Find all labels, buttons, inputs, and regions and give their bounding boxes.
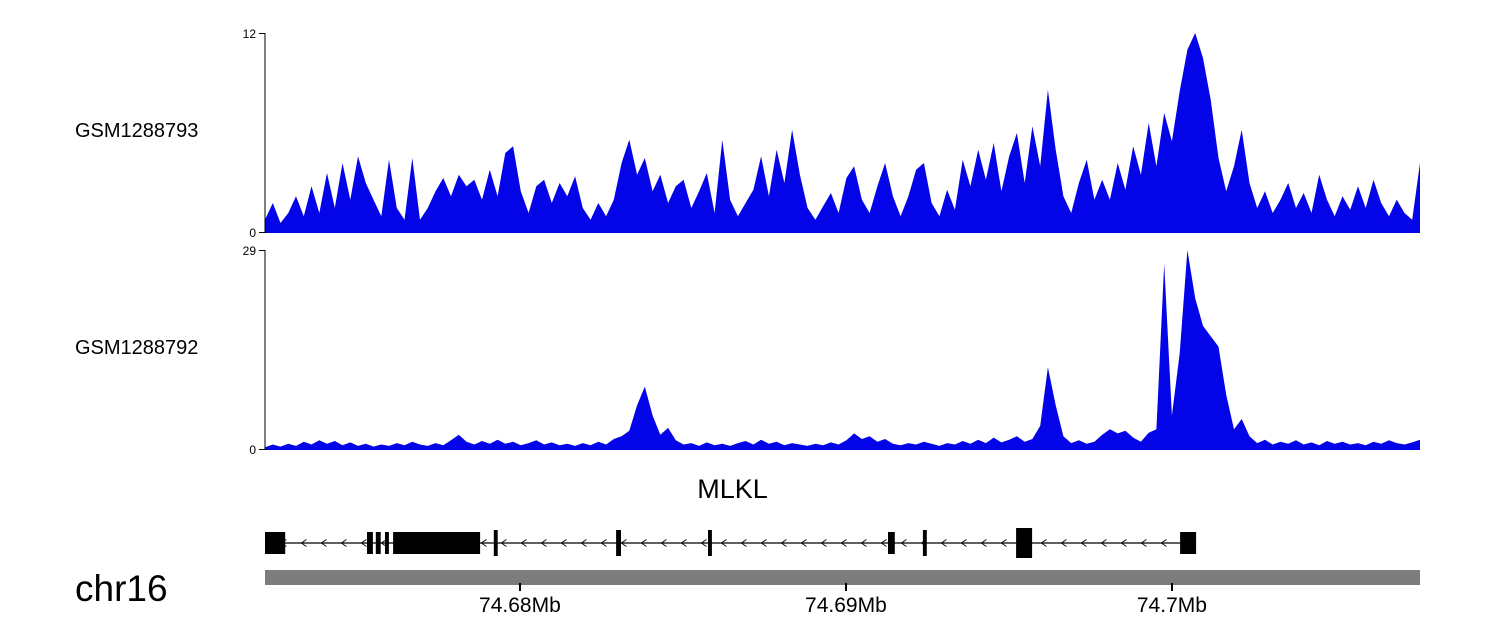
exon-box [265, 532, 286, 554]
exon-box [385, 532, 389, 554]
strand-arrow-icon [1140, 539, 1147, 547]
strand-arrow-icon [1100, 539, 1107, 547]
strand-arrow-icon [300, 539, 307, 547]
strand-arrow-icon [720, 539, 727, 547]
axis-tick-label: 74.69Mb [805, 594, 887, 617]
exon-box [367, 532, 373, 554]
strand-arrow-icon [940, 539, 947, 547]
strand-arrow-icon [640, 539, 647, 547]
strand-arrow-icon [1080, 539, 1087, 547]
exon-box [1180, 532, 1197, 554]
strand-arrow-icon [740, 539, 747, 547]
strand-arrow-icon [520, 539, 527, 547]
exon-box [493, 530, 498, 556]
strand-arrow-icon [600, 539, 607, 547]
gene-name-label: MLKL [697, 474, 768, 504]
strand-arrow-icon [500, 539, 507, 547]
strand-arrow-icon [1000, 539, 1007, 547]
strand-arrow-icon [680, 539, 687, 547]
coverage-track-2: GSM1288792 29 0 [0, 244, 1500, 457]
strand-arrow-icon [760, 539, 767, 547]
strand-arrow-icon [560, 539, 567, 547]
exon-box [375, 532, 381, 554]
exon-box [708, 530, 712, 556]
strand-arrow-icon [620, 539, 627, 547]
strand-arrow-icon [900, 539, 907, 547]
axis-ticks: 74.68Mb 74.69Mb 74.7Mb [265, 570, 1420, 640]
exon-box [1016, 528, 1033, 558]
strand-arrow-icon [880, 539, 887, 547]
coverage-signal-area [265, 250, 1420, 450]
coverage-area-chart-1 [259, 33, 1420, 233]
chromosome-bar [265, 570, 1420, 585]
coverage-signal-area [265, 33, 1420, 233]
strand-arrow-icon [700, 539, 707, 547]
strand-arrow-icon [580, 539, 587, 547]
strand-arrow-icon [840, 539, 847, 547]
chromosome-label: chr16 [75, 568, 168, 609]
track-1-ymax-label: 12 [242, 27, 256, 41]
strand-arrow-icon [480, 539, 487, 547]
track-1-ymin-label: 0 [249, 226, 256, 240]
strand-arrow-icon [780, 539, 787, 547]
strand-arrow-icon [980, 539, 987, 547]
track-1-label: GSM1288793 [75, 120, 199, 142]
strand-arrow-icon [380, 539, 387, 547]
gene-model-track [265, 528, 1197, 558]
strand-arrow-icon [1060, 539, 1067, 547]
strand-arrow-icon [320, 539, 327, 547]
track-2-label: GSM1288792 [75, 337, 199, 359]
exon-box [393, 532, 481, 554]
strand-arrow-icon [960, 539, 967, 547]
strand-arrow-icon [800, 539, 807, 547]
exon-box [922, 530, 927, 556]
axis-tick-label: 74.7Mb [1136, 594, 1207, 617]
axis-tick-mark [844, 583, 847, 591]
axis-tick-mark [518, 583, 521, 591]
track-2-ymin-label: 0 [249, 443, 256, 457]
axis-tick-mark [1170, 583, 1173, 591]
strand-arrow-icon [1160, 539, 1167, 547]
strand-arrow-icon [1120, 539, 1127, 547]
strand-arrow-icon [1040, 539, 1047, 547]
strand-arrow-icon [340, 539, 347, 547]
strand-arrow-icon [360, 539, 367, 547]
strand-arrow-icon [660, 539, 667, 547]
strand-arrow-icon [540, 539, 547, 547]
exon-box [616, 530, 621, 556]
coverage-track-1: GSM1288793 12 0 [0, 27, 1500, 240]
strand-arrow-icon [860, 539, 867, 547]
exon-box [888, 532, 895, 554]
track-2-ymax-label: 29 [242, 244, 256, 258]
coverage-area-chart-2 [259, 250, 1420, 450]
axis-tick-label: 74.68Mb [479, 594, 561, 617]
strand-arrow-icon [820, 539, 827, 547]
